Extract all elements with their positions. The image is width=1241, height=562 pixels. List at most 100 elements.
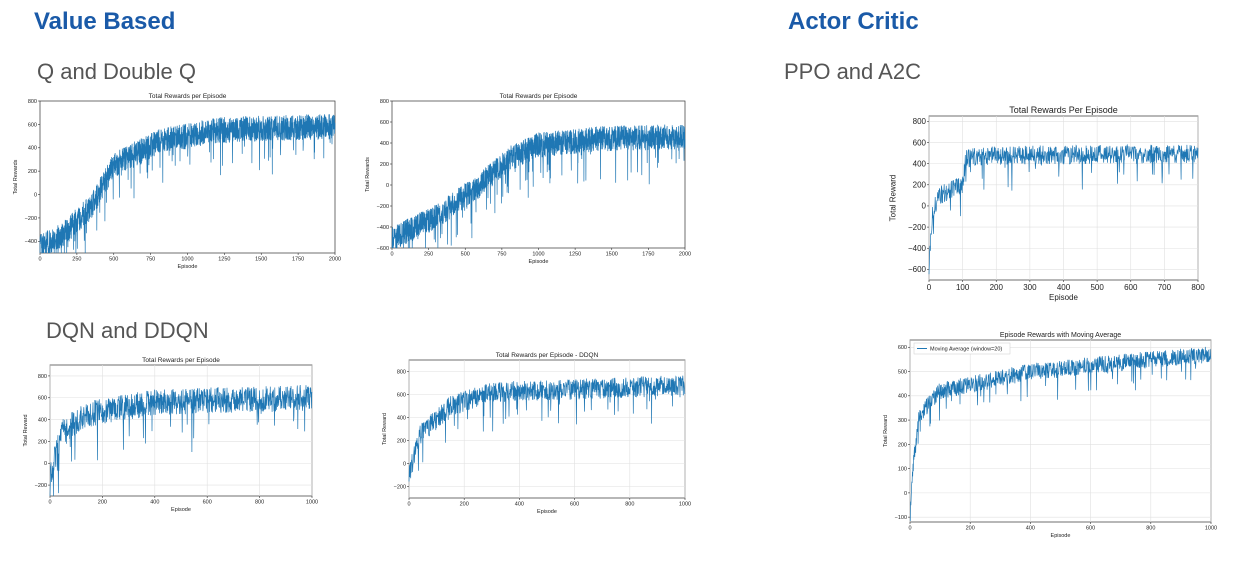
ddqn-y-tick-label: 600 [397,392,406,398]
q-x-tick-label: 1250 [218,257,230,263]
a2c-y-tick-label: −100 [895,515,907,521]
ppo-x-tick-label: 500 [1090,283,1104,292]
doubleq-x-tick-label: 250 [424,252,433,258]
ddqn-title: Total Rewards per Episode - DDQN [496,352,599,359]
dqn-grid [49,365,313,496]
q-x-tick-label: 2000 [329,257,341,263]
doubleq-title: Total Rewards per Episode [500,93,578,100]
q-x-tick-label: 500 [109,257,118,263]
doubleq-y-tick-label: −400 [377,225,389,231]
ppo-y-tick-label: 200 [913,181,927,190]
q-x-tick-label: 1500 [255,257,267,263]
a2c-y-tick-label: 300 [898,418,907,424]
a2c-title: Episode Rewards with Moving Average [1000,332,1121,339]
doubleq-y-tick-label: 200 [380,162,389,168]
legend-label: Moving Average (window=20) [930,347,1002,353]
ppo-x-tick-label: 700 [1158,283,1172,292]
dqn-series-line [49,384,313,497]
dqn-x-tick-label: 0 [48,500,51,506]
ppo-y-tick-label: 600 [913,138,927,147]
a2c-legend: Moving Average (window=20) [913,342,1011,355]
ddqn-grid [408,360,686,498]
doubleq-y-tick-label: −200 [377,204,389,210]
ppo-y-tick-label: 0 [922,202,927,211]
a2c-y-tick-label: 100 [898,467,907,473]
q-y-tick-label: 0 [34,192,37,198]
q-x-label: Episode [178,264,198,270]
a2c-y-tick-label: 400 [898,394,907,400]
doubleq-x-label: Episode [529,259,549,265]
doubleq-x-tick-label: 1500 [606,252,618,258]
dqn-x-tick-label: 400 [150,500,159,506]
doubleq-y-tick-label: 800 [380,99,389,105]
q-title: Total Rewards per Episode [149,93,227,100]
a2c-y-tick-label: 500 [898,369,907,375]
dqn-x-tick-label: 600 [203,500,212,506]
dqn-y-tick-label: 400 [38,418,47,424]
dqn-y-tick-label: 600 [38,396,47,402]
a2c-chart: 0 200 400 600 800 1000−1000100200300400500600… [883,332,1217,539]
ddqn-x-tick-label: 1000 [679,502,691,508]
a2c-x-tick-label: 800 [1146,526,1155,532]
ddqn-chart: 0 200 400 600 800 1000 −200 0 200 400 600 800 Total … [382,352,691,515]
doubleq-y-tick-label: 0 [386,183,389,189]
dqn-y-tick-label: 800 [38,374,47,380]
doubleq-y-label: Total Rewards [365,157,371,192]
legend-box [913,342,1011,355]
q-x-tick-label: 750 [146,257,155,263]
q-x-tick-label: 0 [38,257,41,263]
ddqn-y-tick-label: 800 [397,369,406,375]
dqn-x-tick-label: 200 [98,500,107,506]
ppo-x-tick-label: 200 [990,283,1004,292]
doubleq-y-tick-label: 600 [380,120,389,126]
ddqn-y-tick-label: −200 [394,484,406,490]
q-double-q-heading: Q and Double Q [37,59,196,84]
value-based-heading: Value Based [34,8,176,35]
q-series-line [39,114,336,254]
doubleq-x-tick-label: 1750 [642,252,654,258]
ddqn-series-line [408,375,686,482]
q-y-tick-label: −400 [25,239,37,245]
q-x-tick-label: 1000 [181,257,193,263]
doubleq-y-tick-label: 400 [380,141,389,147]
doubleq-x-tick-label: 500 [461,252,470,258]
ddqn-y-tick-label: 200 [397,438,406,444]
ppo-y-tick-label: 400 [913,159,927,168]
a2c-x-tick-label: 600 [1086,526,1095,532]
doubleq-x-tick-label: 2000 [679,252,691,258]
doubleq-chart: 0 250 500 750 1000 1250 1500 1750 2000−600−400−2… [365,93,691,265]
ppo-chart: 0 100 200 300 400 500 600 700 800 −600 −400 −200 0 20… [888,105,1205,302]
ppo-y-tick-label: −600 [908,265,927,274]
ppo-x-label: Episode [1049,293,1078,302]
doubleq-x-tick-label: 0 [390,252,393,258]
ppo-a2c-heading: PPO and A2C [784,59,921,84]
a2c-x-tick-label: 200 [966,526,975,532]
doubleq-series-line [391,124,686,249]
ddqn-x-tick-label: 800 [625,502,634,508]
ddqn-x-tick-label: 0 [407,502,410,508]
ppo-x-tick-label: 600 [1124,283,1138,292]
a2c-series-line [909,346,1212,521]
ddqn-x-label: Episode [537,509,557,515]
dqn-x-tick-label: 1000 [306,500,318,506]
ppo-title: Total Rewards Per Episode [1009,105,1118,115]
a2c-x-tick-label: 400 [1026,526,1035,532]
a2c-x-tick-label: 0 [908,526,911,532]
a2c-y-label: Total Reward [883,415,889,447]
dqn-y-tick-label: 0 [44,461,47,467]
dqn-y-tick-label: −200 [35,483,47,489]
ppo-y-tick-label: 800 [913,117,927,126]
a2c-x-tick-label: 1000 [1205,526,1217,532]
a2c-x-label: Episode [1051,533,1071,539]
ppo-grid [928,116,1199,280]
q-y-tick-label: −200 [25,216,37,222]
ddqn-x-tick-label: 600 [570,502,579,508]
doubleq-y-tick-label: −600 [377,246,389,252]
ppo-x-tick-label: 400 [1057,283,1071,292]
ppo-y-label: Total Reward [888,175,897,222]
dqn-y-tick-label: 200 [38,439,47,445]
a2c-y-tick-label: 200 [898,442,907,448]
ppo-x-tick-label: 300 [1023,283,1037,292]
dqn-title: Total Rewards per Episode [142,357,220,364]
